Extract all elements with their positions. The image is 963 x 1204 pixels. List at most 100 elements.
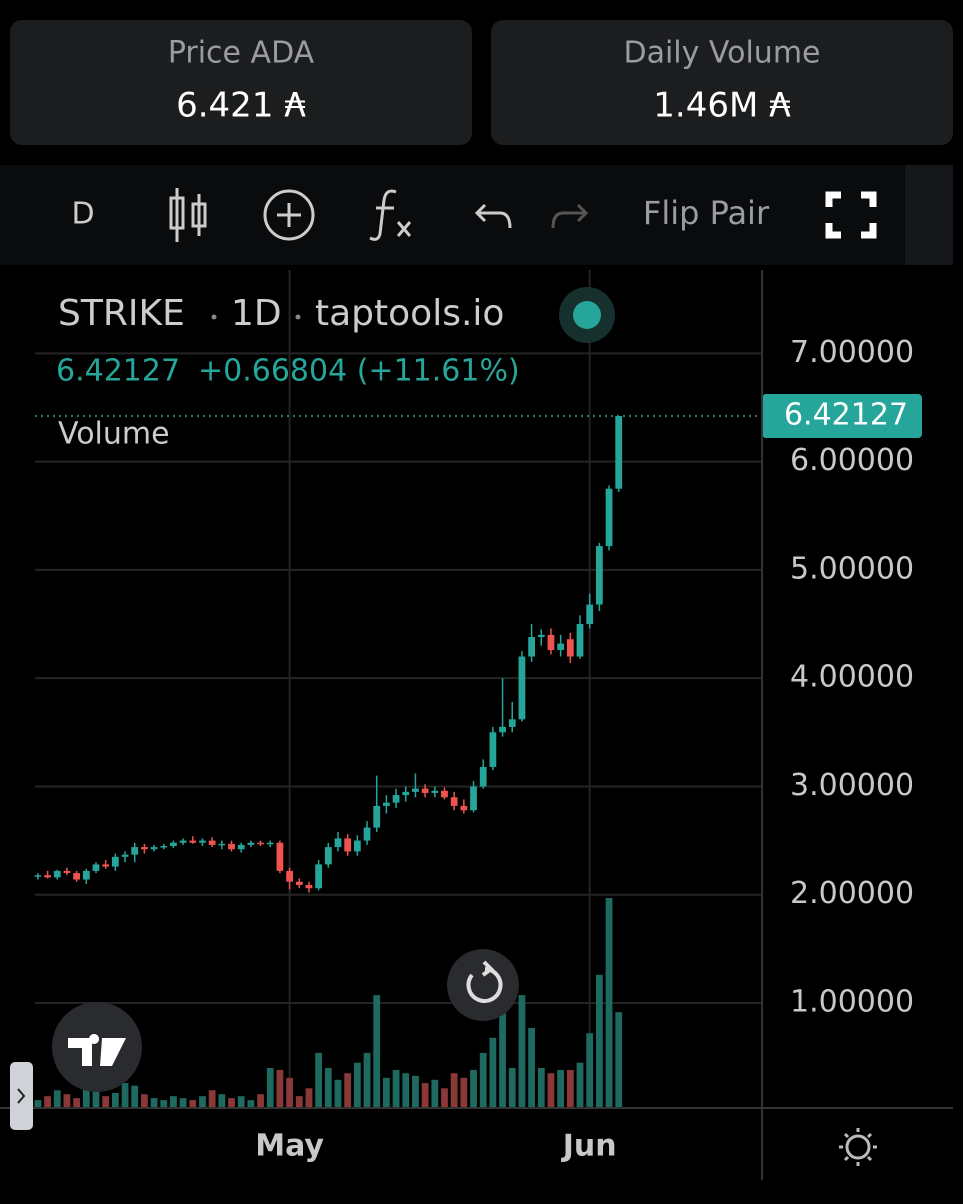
candle-body [479,766,487,787]
y-tick-label: 7.00000 [790,335,914,370]
candle-body [121,854,129,857]
volume-bar [111,1092,119,1108]
volume-bar [353,1062,361,1108]
volume-bar [499,1010,506,1108]
fullscreen-icon[interactable] [825,191,877,239]
volume-bar [373,995,381,1108]
volume-bar [489,1037,497,1108]
candle-body [111,856,119,867]
volume-bar [237,1096,245,1108]
last-price-box [762,394,922,439]
volume-bar [257,1094,264,1108]
volume-bar [189,1100,197,1108]
candle-body [363,827,371,841]
volume-bar [383,1077,390,1108]
candle-body [334,838,342,848]
side-tab[interactable] [10,1062,33,1130]
volume-bar [450,1073,458,1108]
redo-icon[interactable] [551,203,589,229]
volume-bar [218,1094,226,1108]
volume-bar [402,1073,410,1108]
volume-bar [441,1088,448,1108]
change-value: +0.66804 (+11.61%) [198,354,520,389]
y-tick-label: 5.00000 [790,551,914,586]
y-tick-label: 4.00000 [790,660,914,695]
candle-body [353,840,361,852]
candle-body [276,842,284,871]
candle-body [421,788,429,793]
candle-body [63,870,71,874]
volume-bar [334,1079,342,1108]
volume-bar [208,1090,216,1108]
volume-bar [547,1073,555,1108]
separator [295,314,301,320]
candle-body [286,870,293,882]
side-tab-arrow [17,1088,26,1104]
candle-body [402,791,410,796]
volume-bar [566,1069,574,1108]
volume-bar [586,1033,594,1108]
volume-legend: Volume [58,417,170,452]
add-indicator-icon[interactable] [263,189,315,241]
volume-bar [295,1096,303,1108]
volume-bar [460,1077,468,1108]
y-tick-label: 3.00000 [790,768,914,803]
reset-button[interactable] [447,949,519,1021]
candle-body [412,788,419,792]
volume-bar [276,1069,284,1108]
theme-icon[interactable] [839,1128,877,1166]
candle-body [489,732,497,767]
y-tick-label: 6.00000 [790,443,914,478]
function-icon[interactable] [369,189,412,241]
x-tick-label: May [255,1129,324,1164]
volume-bar [228,1098,235,1108]
tv-logo [68,1034,126,1066]
candle-body [537,634,545,638]
volume-bar [412,1075,419,1108]
tv-logo-button[interactable] [52,1002,142,1092]
flip-pair-button[interactable]: Flip Pair [643,194,770,232]
candle-body [34,875,42,877]
candle-body [189,840,197,843]
volume-bar [150,1098,158,1108]
card-label: Price ADA [168,36,315,71]
candle-body [557,643,565,651]
candle-body [518,656,526,720]
volume-bar [324,1067,332,1108]
volume-bar [615,1012,623,1108]
interval-button[interactable]: D [71,197,94,232]
volume-bar [247,1100,255,1108]
candle-body [295,881,303,885]
last-price-label: 6.42127 [784,398,908,433]
undo-icon[interactable] [474,203,512,229]
volume-card [491,20,953,145]
candle-body [460,805,468,811]
candle-body [431,790,439,793]
candle-body [218,843,226,846]
x-tick-label: Jun [561,1129,617,1164]
toolbar [0,165,953,265]
volume-bar [537,1067,545,1108]
candle-body [344,838,352,852]
volume-bar [392,1069,400,1108]
candle-body [73,873,81,880]
candle-body [392,795,400,803]
candle-body [228,843,235,850]
volume-bar [121,1083,129,1108]
card-label: Daily Volume [623,36,820,71]
candle-body [373,805,381,828]
volume-bar [160,1100,168,1108]
candle-body [595,546,603,605]
settings-edge[interactable] [905,165,953,265]
volume-bar [421,1083,429,1108]
candle-body [257,842,264,845]
status-dot [573,301,601,329]
volume-bar [82,1088,90,1108]
candle-body [470,786,477,811]
candle-body [53,870,61,878]
candle-body [305,884,313,889]
volume-bar [470,1069,477,1108]
chart-type-icon[interactable] [169,188,207,242]
